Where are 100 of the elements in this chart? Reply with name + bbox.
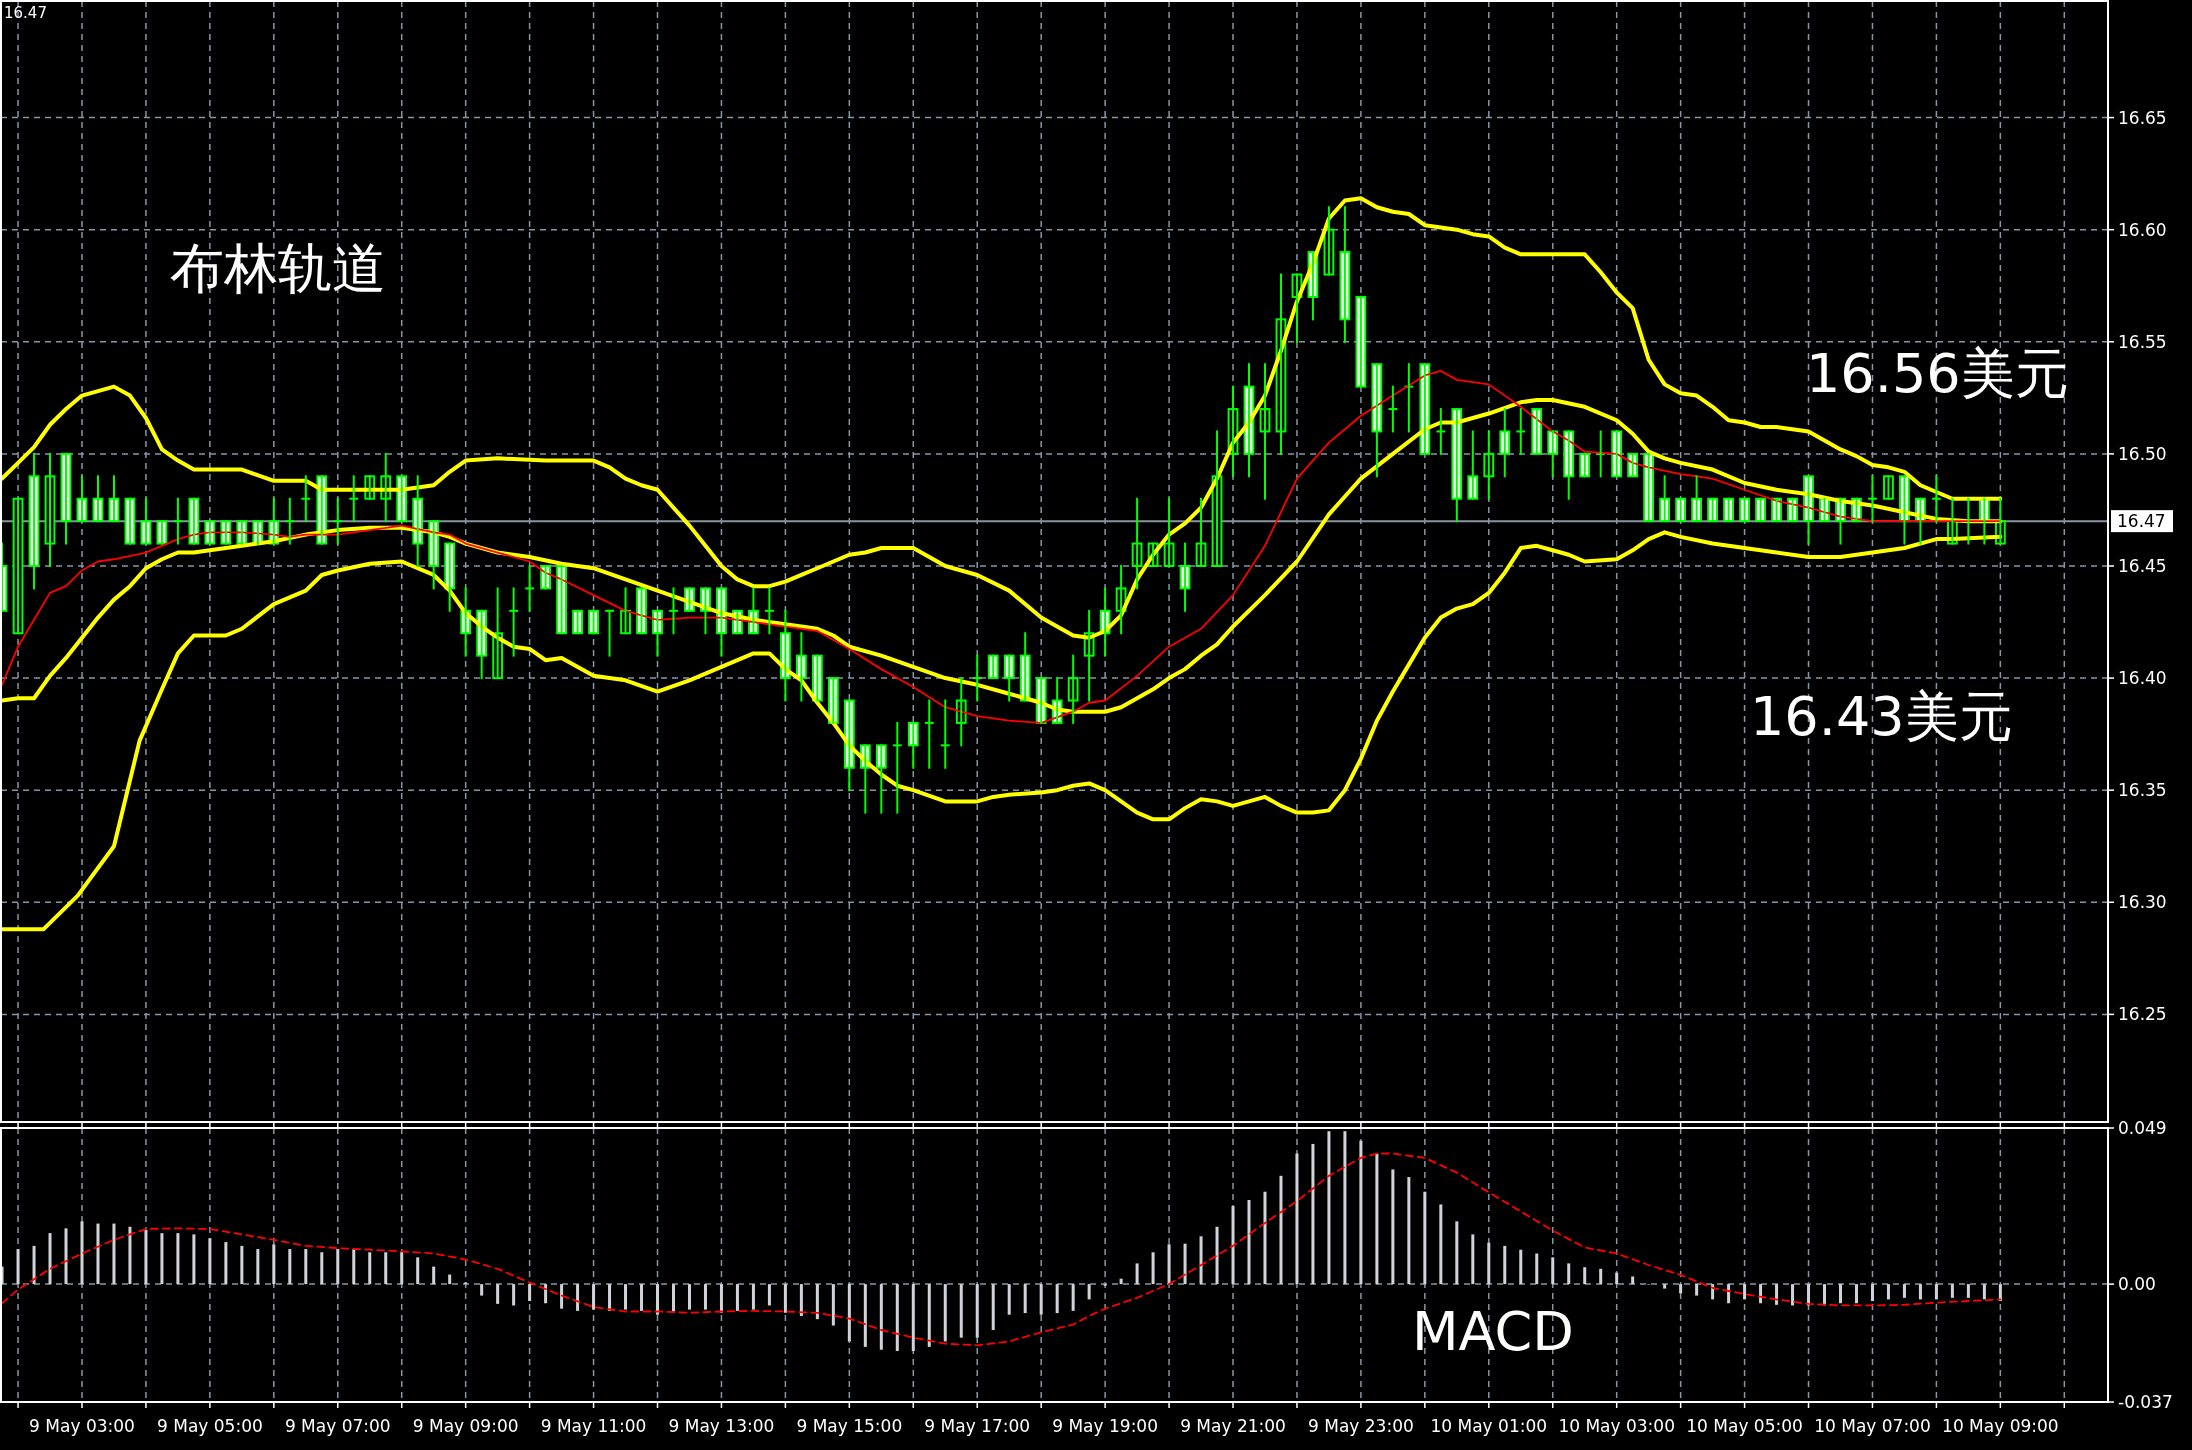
bar [1839, 1284, 1842, 1304]
bar [592, 1284, 596, 1310]
bar [1519, 1249, 1523, 1285]
bar [1327, 1131, 1331, 1285]
bar [512, 1284, 516, 1306]
bar [1295, 1153, 1299, 1285]
bar [1902, 1284, 1906, 1298]
bar [352, 1249, 356, 1285]
bar [991, 1284, 995, 1330]
bar [368, 1252, 372, 1285]
bar [112, 1223, 116, 1285]
x-tick-label: 10 May 01:00 [1430, 1416, 1548, 1436]
bar [831, 1284, 835, 1326]
bar [1679, 1284, 1683, 1294]
bar [1151, 1252, 1155, 1285]
bar [1279, 1175, 1283, 1285]
x-tick-label: 9 May 13:00 [668, 1416, 775, 1436]
bar [1695, 1284, 1699, 1296]
bar [1167, 1244, 1171, 1285]
annotation: 16.47 [4, 4, 47, 22]
bar [943, 1284, 947, 1342]
bar [432, 1266, 436, 1285]
bar [927, 1284, 931, 1347]
y-tick-label: 16.50 [2118, 443, 2167, 464]
bar [1503, 1245, 1507, 1285]
bar [64, 1228, 68, 1285]
bar [496, 1284, 500, 1304]
bar [1455, 1221, 1459, 1285]
bar [1359, 1140, 1363, 1285]
bar [1263, 1191, 1267, 1285]
y-tick-label: 0.00 [2118, 1274, 2156, 1295]
bar [32, 1245, 36, 1285]
bar [80, 1221, 84, 1285]
bar [1535, 1253, 1539, 1285]
bar [1615, 1272, 1619, 1285]
x-tick-label: 9 May 09:00 [412, 1416, 519, 1436]
bar [1391, 1169, 1395, 1285]
bar [1918, 1284, 1922, 1300]
bar [751, 1284, 755, 1310]
bar [1439, 1204, 1443, 1285]
y-tick-label: 16.30 [2118, 892, 2167, 913]
bar [448, 1274, 452, 1285]
x-tick-label: 9 May 19:00 [1052, 1416, 1159, 1436]
bar [288, 1249, 292, 1285]
bar [144, 1229, 148, 1285]
x-tick-label: 10 May 07:00 [1814, 1416, 1931, 1436]
bar [1231, 1206, 1235, 1285]
bar [624, 1284, 628, 1310]
bar [1631, 1276, 1635, 1285]
bar [1950, 1284, 1954, 1298]
bar [1775, 1284, 1779, 1305]
bar [1247, 1200, 1251, 1285]
x-tick-label: 9 May 07:00 [284, 1416, 391, 1436]
bar [719, 1284, 723, 1313]
bar [224, 1242, 228, 1285]
bar [783, 1284, 787, 1313]
bar [1791, 1284, 1795, 1306]
bar [96, 1223, 100, 1285]
bar [160, 1233, 164, 1285]
bar [1599, 1268, 1603, 1285]
bar [656, 1284, 660, 1315]
bar [1934, 1284, 1938, 1300]
ref-line-label: 16.47 [2117, 511, 2166, 532]
bar [560, 1284, 564, 1309]
bar [815, 1284, 819, 1320]
y-tick-label: 16.35 [2118, 780, 2167, 801]
annotation: 布林轨道 [170, 237, 386, 300]
y-tick-label: 16.65 [2118, 107, 2167, 128]
bar [1375, 1153, 1379, 1285]
bar [416, 1257, 420, 1285]
bar [1743, 1284, 1747, 1300]
x-tick-label: 9 May 23:00 [1308, 1416, 1414, 1436]
bar [1966, 1284, 1970, 1298]
y-tick-label: 16.25 [2118, 1004, 2167, 1025]
bar [671, 1284, 675, 1312]
bar [863, 1284, 867, 1347]
x-tick-label: 9 May 17:00 [924, 1416, 1031, 1436]
bar [1886, 1284, 1890, 1300]
y-tick-label: 16.40 [2118, 668, 2167, 689]
bar [1583, 1267, 1587, 1285]
bar [1567, 1263, 1571, 1285]
bar [608, 1284, 612, 1311]
x-tick-label: 10 May 05:00 [1686, 1416, 1803, 1436]
bar [1183, 1243, 1187, 1285]
bar [1087, 1284, 1091, 1300]
bar [192, 1234, 196, 1285]
bar [1854, 1284, 1858, 1304]
bar [1823, 1284, 1827, 1306]
bar [1135, 1263, 1139, 1285]
bar [799, 1284, 803, 1316]
bar [847, 1284, 851, 1342]
bar [959, 1284, 963, 1338]
bar [767, 1284, 771, 1306]
x-tick-label: 9 May 05:00 [157, 1416, 263, 1436]
bar [1663, 1284, 1667, 1289]
bar [735, 1284, 739, 1311]
bar [384, 1252, 388, 1285]
bar [480, 1284, 484, 1296]
x-tick-label: 9 May 11:00 [540, 1416, 647, 1436]
bar [240, 1245, 244, 1285]
